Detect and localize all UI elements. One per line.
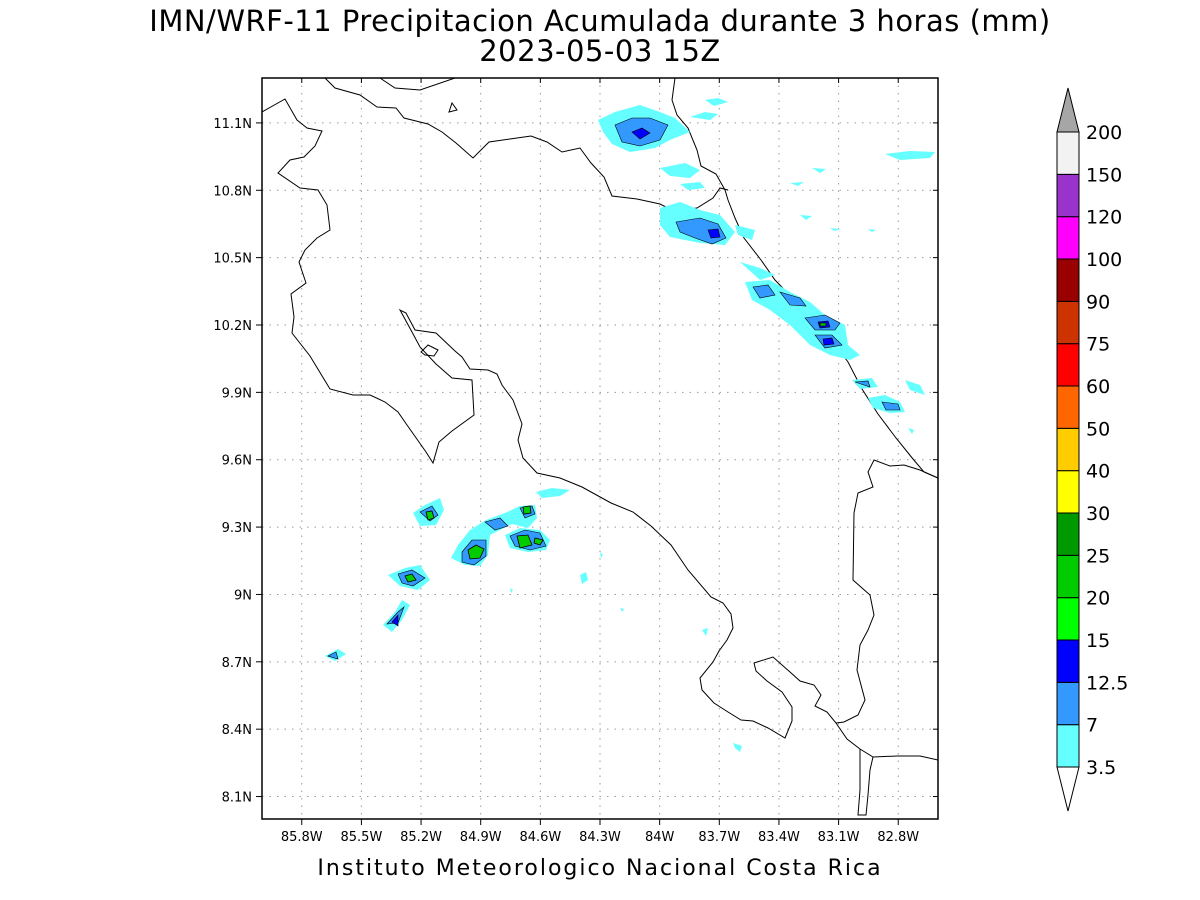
colorbar-segment [1056,554,1080,599]
colorbar-label: 100 [1086,249,1122,271]
y-tick-label: 8.7N [222,656,252,671]
colorbar-segment [1056,216,1080,260]
colorbar-segment [1056,131,1080,175]
precip-class-20mm [404,322,827,583]
x-tick-label: 84.9W [460,830,502,845]
y-tick-label: 9.6N [222,454,252,469]
colorbar-label: 90 [1086,291,1110,313]
colorbar-label: 15 [1086,630,1110,652]
gulf-island [420,344,439,357]
colorbar-segment [1056,597,1080,641]
pacific-coastline [262,98,938,761]
lake-island [448,101,458,113]
colorbar-segment [1056,681,1080,726]
axis-ticks: 85.8W 85.5W 85.2W 84.9W 84.6W 84.3W 84W 83.7W 83… [213,78,938,845]
colorbar-segment [1056,512,1080,556]
colorbar-label: 60 [1086,376,1110,398]
x-tick-label: 84.6W [519,830,561,845]
colorbar-label: 30 [1086,503,1110,525]
colorbar-label: 150 [1086,164,1122,186]
colorbar-label: 120 [1086,207,1122,229]
colorbar-label: 75 [1086,334,1110,356]
y-tick-label: 11.1N [213,117,252,132]
colorbar-under-triangle [1056,766,1080,812]
y-tick-label: 10.8N [213,184,252,199]
colorbar-label: 25 [1086,545,1110,567]
colorbar-label: 20 [1086,588,1110,610]
footer-credit: Instituto Meteorologico Nacional Costa R… [317,856,883,881]
x-tick-label: 83.7W [698,830,740,845]
colorbar-label: 3.5 [1086,757,1116,779]
colorbar-label: 50 [1086,418,1110,440]
map-background [262,78,938,819]
x-tick-label: 82.8W [877,830,919,845]
x-tick-label: 85.8W [281,830,323,845]
colorbar-label: 12.5 [1086,672,1128,694]
y-tick-label: 9.9N [222,386,252,401]
colorbar-segment [1056,173,1080,218]
map-subtitle-datetime: 2023-05-03 15Z [479,34,721,68]
x-tick-label: 84.3W [579,830,621,845]
panama-border [835,459,938,724]
colorbar-segment [1056,639,1080,683]
y-tick-label: 10.2N [213,319,252,334]
colorbar-label: 40 [1086,461,1110,483]
x-tick-label: 85.5W [341,830,383,845]
colorbar-segment [1056,385,1080,429]
colorbar: 3.5 7 12.5 15 20 25 30 40 50 60 75 90 100 120 150 200 [1056,87,1128,812]
caribbean-coastline [671,78,938,479]
y-tick-label: 8.4N [222,723,252,738]
map-title: IMN/WRF-11 Precipitacion Acumulada duran… [149,4,1051,38]
colorbar-segment [1056,724,1080,768]
colorbar-label: 200 [1086,122,1122,144]
y-tick-label: 10.5N [213,252,252,267]
y-tick-label: 8.1N [222,791,252,806]
osa-peninsula-tip [857,749,874,816]
colorbar-segment [1056,300,1080,345]
x-tick-label: 84W [645,830,675,845]
x-tick-label: 85.2W [400,830,442,845]
colorbar-segment [1056,470,1080,514]
precipitation-layer [325,98,935,752]
colorbar-segment [1056,343,1080,387]
y-tick-label: 9N [234,588,252,603]
colorbar-segment [1056,258,1080,302]
colorbar-label: 7 [1086,715,1098,737]
x-tick-label: 83.4W [758,830,800,845]
x-tick-label: 83.1W [818,830,860,845]
colorbar-over-triangle [1056,87,1080,133]
y-tick-label: 9.3N [222,521,252,536]
colorbar-segment [1056,427,1080,472]
lake-nicaragua-shore [379,78,456,91]
